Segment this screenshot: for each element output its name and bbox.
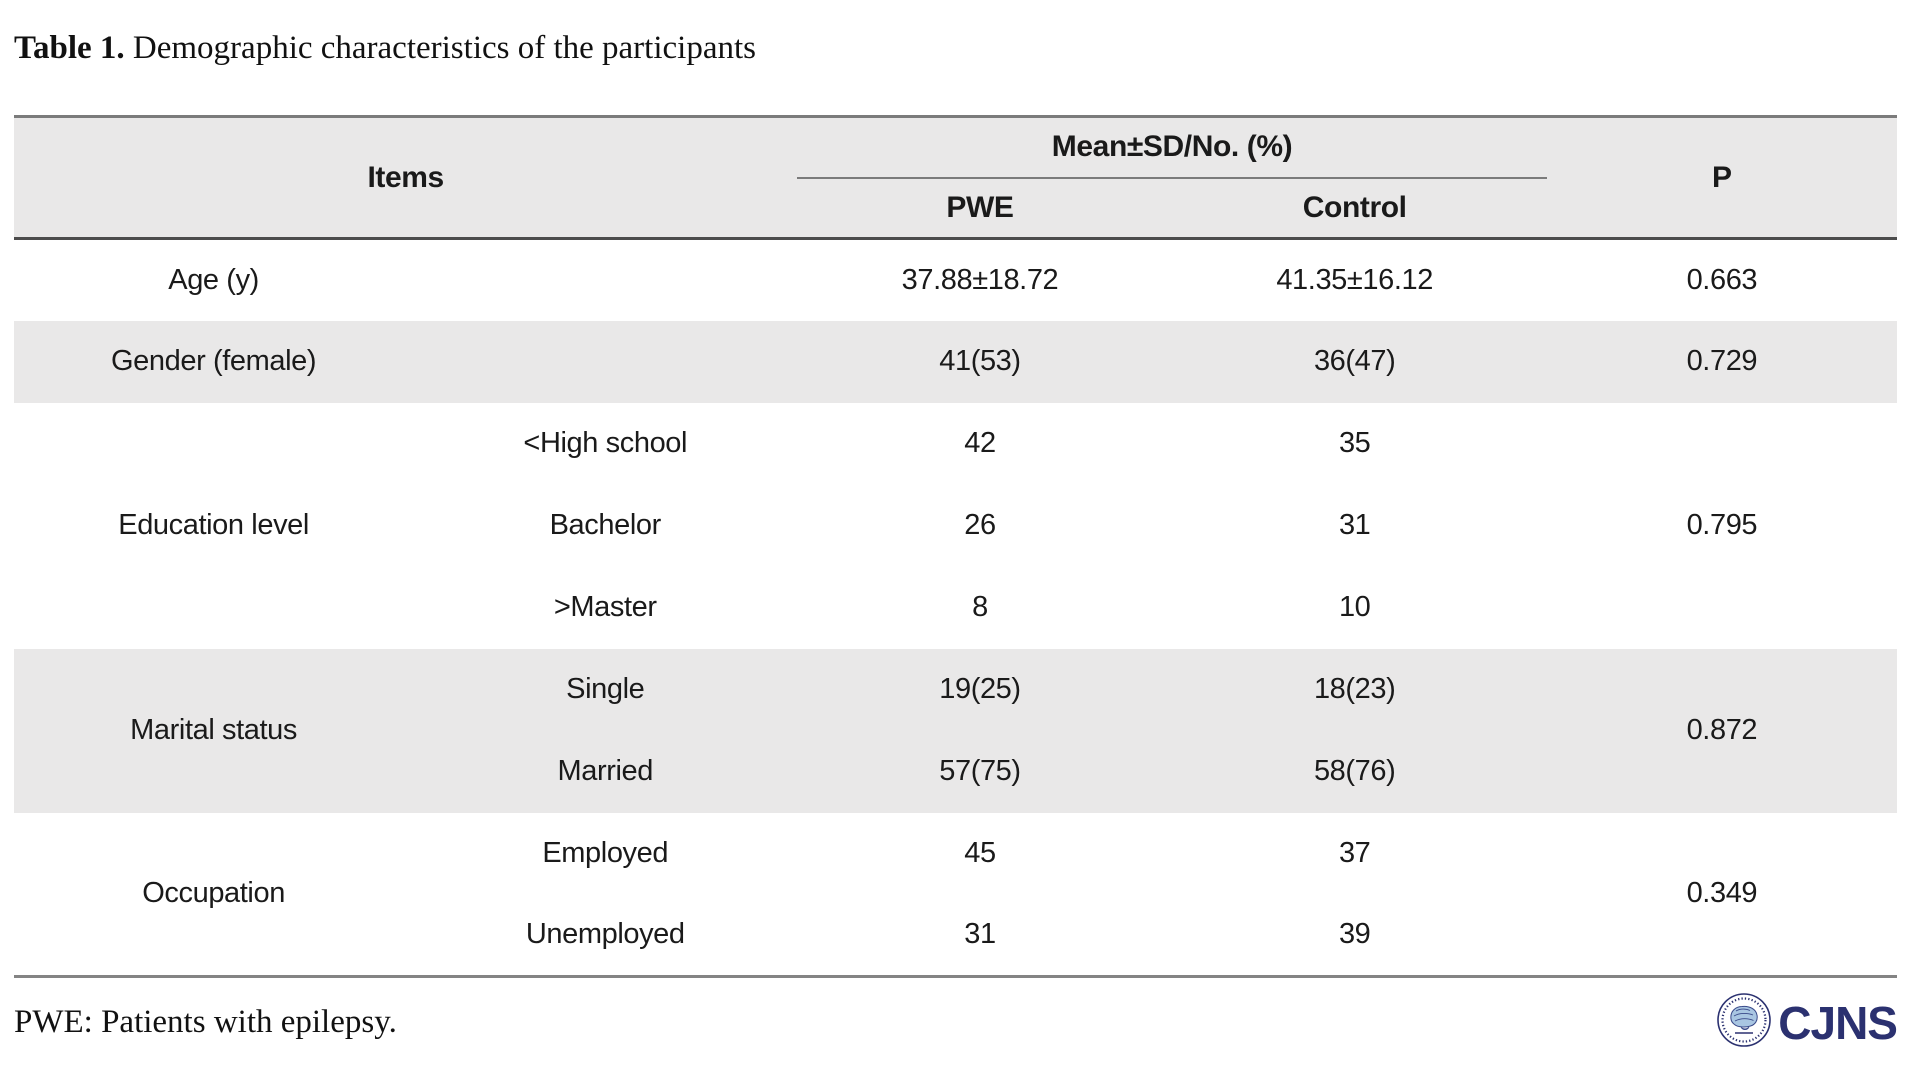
pwe-value-cell: 26 [964,509,996,541]
pwe-value-cell: 42 [964,427,996,459]
subcategory-cell: Unemployed [525,918,685,951]
table-body: Age (y) 37.88±18.72 41.35±16.12 0.663 Ge… [14,239,1897,977]
table-caption-text: Demographic characteristics of the parti… [124,30,756,66]
p-value-cell: 0.663 [1686,263,1758,296]
control-value-cell: 41.35±16.12 [1276,263,1433,296]
journal-abbreviation: CJNS [1778,996,1898,1049]
subcategory-cell: Married [413,730,798,813]
journal-logo: CJNS [1716,992,1898,1053]
column-header-pwe: PWE [797,177,1163,240]
control-value-cell: 58(76) [1162,730,1547,813]
pwe-value-cell: 37.88±18.72 [901,263,1059,296]
column-header-p: P [1546,116,1897,240]
pwe-value-cell: 19(25) [797,648,1163,731]
abbreviation-footnote: PWE: Patients with epilepsy. [14,1004,397,1040]
table-row-occupation-unemployed: Unemployed 31 39 [14,895,1897,977]
item-cell: Marital status [14,648,414,813]
control-value-cell: 18(23) [1162,648,1547,731]
table-row-marital-married: Married 57(75) 58(76) [14,730,1897,813]
item-cell: Age (y) [168,263,259,296]
table-row-marital-single: Marital status Single 19(25) 18(23) 0.87… [14,648,1897,813]
table-row-education-highschool: Education level <High school 42 35 0.795 [14,403,1897,541]
control-value-cell: 31 [1338,509,1371,541]
subcategory-cell: Employed [542,837,669,869]
column-header-items: Items [14,116,798,240]
subcategory-cell: Bachelor [549,509,662,541]
subcategory-cell: Single [413,648,798,731]
pwe-value-cell: 41(53) [797,320,1163,403]
subcategory-cell: <High school [523,427,688,459]
table-row-gender: Gender (female) 41(53) 36(47) 0.729 [14,320,1897,403]
control-value-cell: 39 [1338,918,1371,951]
cjns-journal-seal-brain-emblem-icon [1716,992,1772,1053]
header-row-1: Items Mean±SD/No. (%) P [14,116,1897,240]
header-row-2: PWE Control [14,177,1897,240]
table-row-education-master: >Master 8 10 [14,567,1897,649]
p-value-cell: 0.729 [1546,320,1897,403]
subcategory-cell [413,239,797,321]
demographics-table: Items Mean±SD/No. (%) P PWE Control Age … [14,115,1897,978]
table-caption: Table 1. Demographic characteristics of … [14,0,1897,68]
table-header: Items Mean±SD/No. (%) P PWE Control [14,116,1897,240]
pwe-value-cell: 57(75) [797,730,1163,813]
control-value-cell: 37 [1338,837,1371,869]
table-row-occupation-employed: Occupation Employed 45 37 0.349 [14,813,1897,909]
control-value-cell: 10 [1338,591,1371,623]
p-value-cell: 0.349 [1686,877,1758,910]
item-cell: Education level [118,509,309,541]
p-value-cell: 0.795 [1686,509,1758,541]
control-value-cell: 35 [1338,427,1371,459]
item-cell: Occupation [142,877,285,910]
table-row-education-bachelor: Bachelor 26 31 [14,485,1897,567]
pwe-value-cell: 31 [964,918,996,951]
pwe-value-cell: 8 [972,591,988,623]
subcategory-cell: >Master [553,591,657,623]
column-header-group-mean-sd: Mean±SD/No. (%) [797,116,1547,179]
p-value-cell: 0.872 [1546,648,1897,813]
subcategory-cell [413,320,798,403]
column-header-control: Control [1162,177,1547,240]
item-cell: Gender (female) [14,320,414,403]
table-row-age: Age (y) 37.88±18.72 41.35±16.12 0.663 [14,239,1897,321]
control-value-cell: 36(47) [1162,320,1547,403]
pwe-value-cell: 45 [964,837,996,869]
table-caption-label: Table 1. [14,30,125,66]
table-footer: PWE: Patients with epilepsy. CJNS [14,992,1898,1053]
